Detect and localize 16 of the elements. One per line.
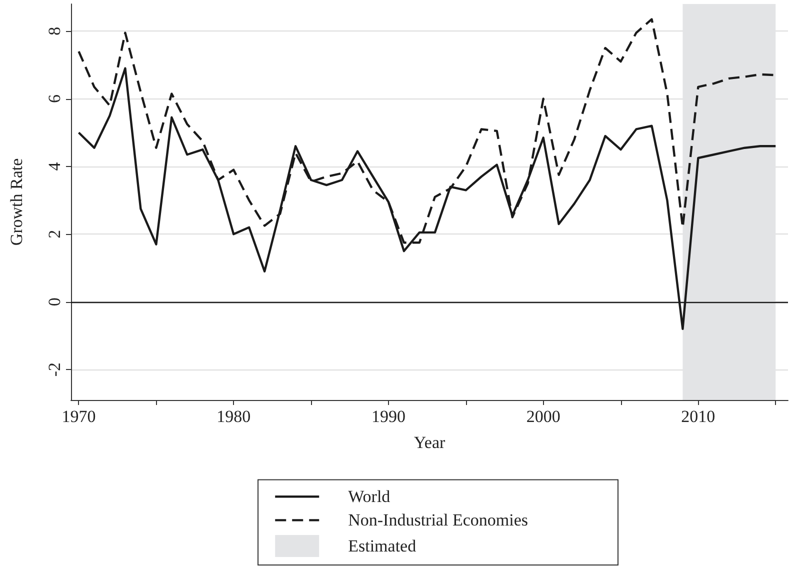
legend-label: World [348,487,391,506]
legend-label: Estimated [348,536,417,556]
x-tick-label: 1980 [216,407,251,426]
y-tick-label: 4 [45,162,64,171]
y-tick-label: 2 [45,230,64,238]
x-tick-label: 1970 [62,407,96,426]
y-tick-label: -2 [45,362,64,377]
x-axis-title: Year [414,433,446,452]
y-axis-title: Growth Rate [7,158,26,246]
x-tick-label: 2010 [681,407,716,426]
legend-label: Non-Industrial Economies [348,510,528,530]
y-tick-label: 6 [45,94,64,104]
y-tick-label: 8 [45,26,64,36]
y-tick-label: 0 [45,298,64,306]
x-tick-label: 1990 [371,407,406,426]
x-tick-label: 2000 [526,407,560,426]
